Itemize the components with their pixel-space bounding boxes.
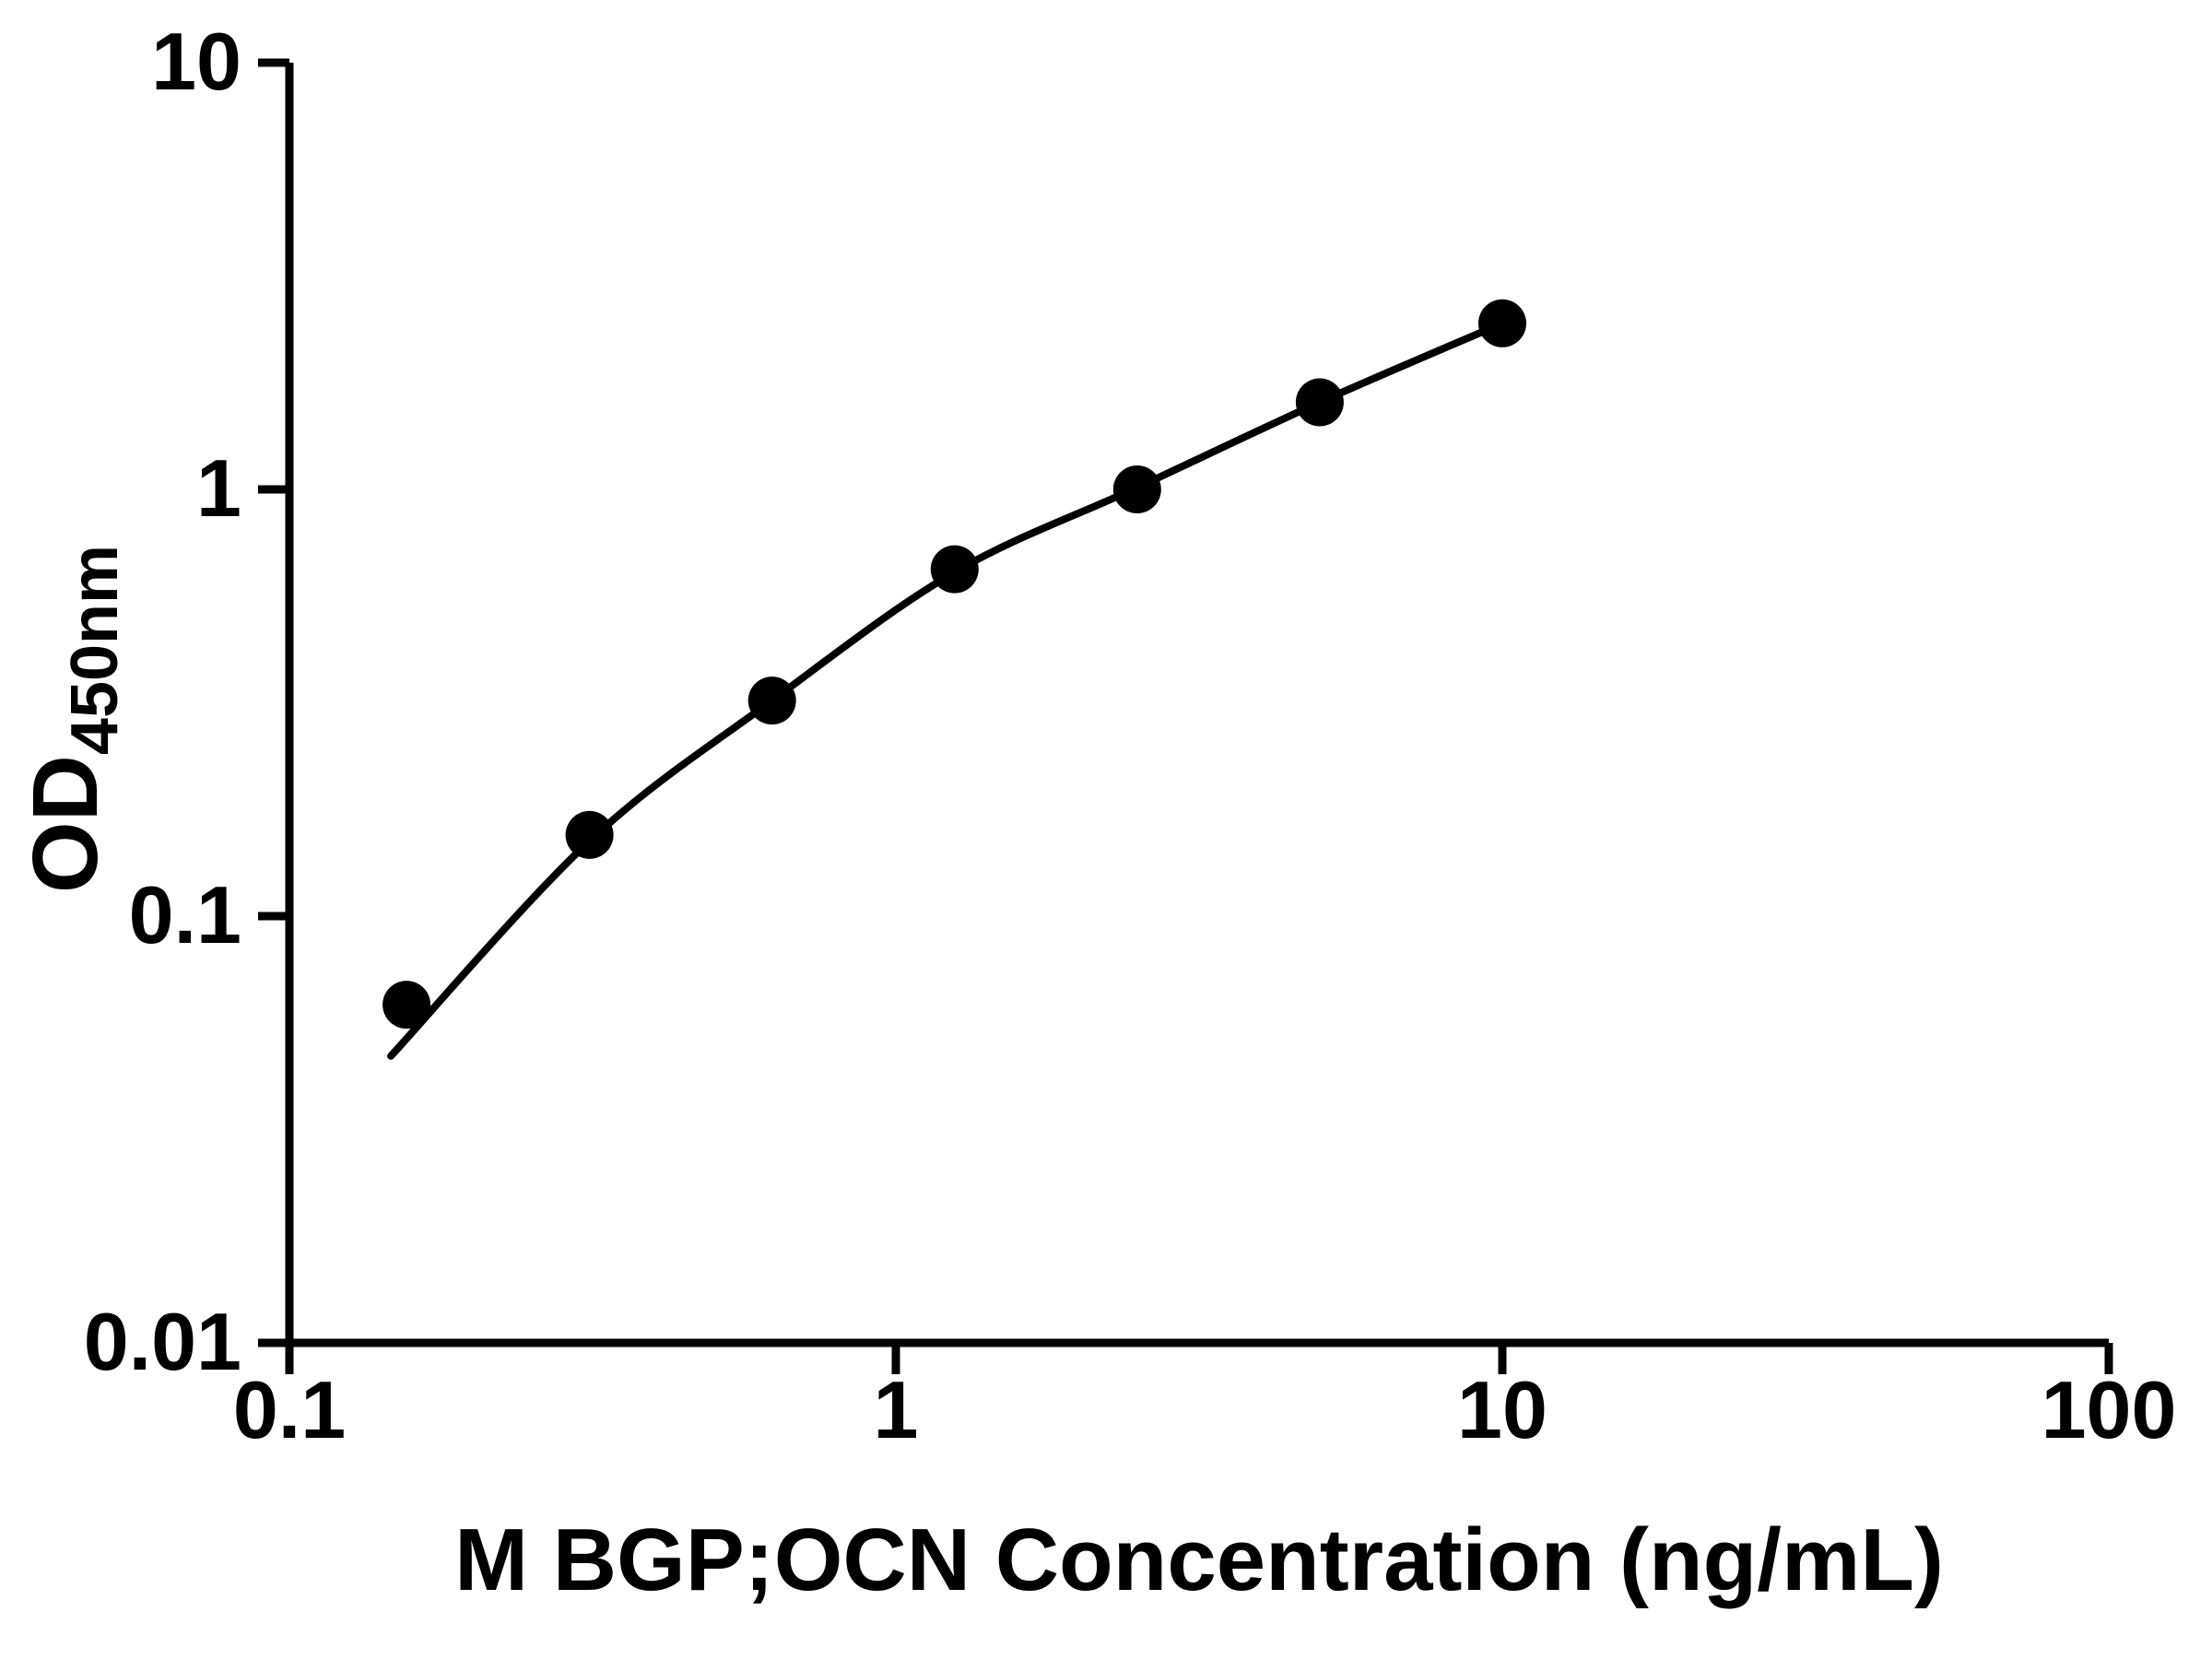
x-tick-label: 0.1 [233,1364,346,1455]
data-point [1478,299,1526,347]
y-tick-label: 1 [196,442,241,534]
data-point [382,981,431,1030]
x-tick-label: 10 [1457,1364,1547,1455]
y-tick-label: 0.01 [84,1296,241,1387]
data-point [565,810,614,859]
y-axis-title-subscript: 450nm [58,545,132,755]
y-tick-label: 10 [151,16,241,107]
y-axis-title: OD450nm [14,545,132,893]
data-point [930,545,979,594]
x-tick-label: 1 [874,1364,919,1455]
x-axis-title: M BGP;OCN Concentration (ng/mL) [454,1511,1944,1609]
y-tick-label: 0.1 [129,869,241,960]
data-point [747,677,796,725]
fit-curve [387,319,1506,1060]
x-tick-label: 100 [2041,1364,2177,1455]
axis-spines [285,63,2109,1347]
data-point [1112,465,1161,513]
data-point [1295,378,1344,427]
y-axis-title-main: OD [14,755,117,893]
